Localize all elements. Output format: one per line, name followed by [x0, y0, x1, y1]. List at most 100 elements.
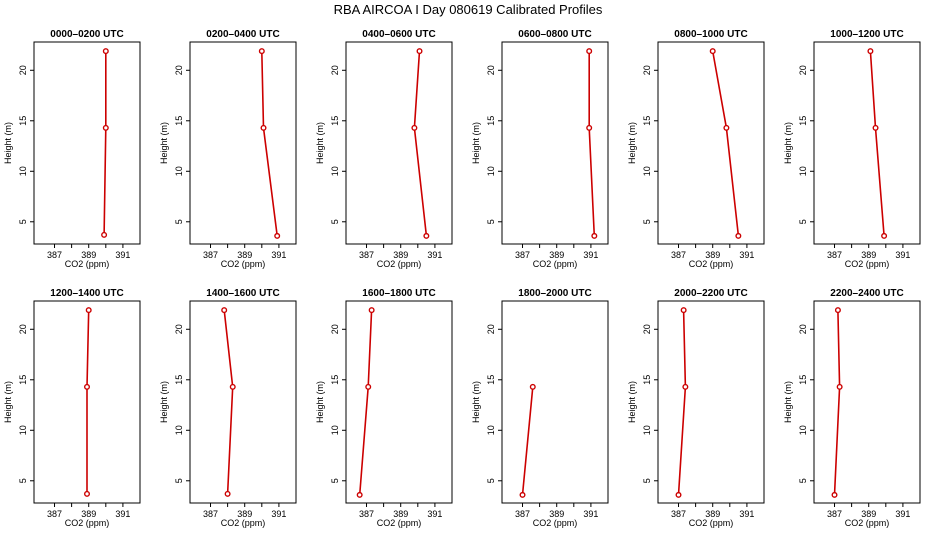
y-tick-label: 5 — [642, 219, 652, 224]
y-axis-label: Height (m) — [783, 122, 793, 164]
y-tick-label: 15 — [642, 116, 652, 126]
y-tick-label: 20 — [18, 324, 28, 334]
profile-panel: 1600–1800 UTC 387 389 391 5 10 15 20 CO2 (ppm) He… — [315, 288, 453, 528]
y-tick-label: 10 — [642, 166, 652, 176]
x-tick-label: 387 — [203, 250, 218, 260]
x-tick-label: 391 — [427, 250, 442, 260]
panel-title: 2200–2400 UTC — [830, 288, 903, 299]
x-tick-label: 391 — [271, 509, 286, 519]
y-tick-label: 10 — [330, 425, 340, 435]
y-tick-label: 10 — [18, 166, 28, 176]
data-point — [836, 383, 843, 390]
profile-panel: 2200–2400 UTC 387 389 391 5 10 15 20 CO2 (ppm) He… — [783, 288, 921, 528]
y-tick-label: 15 — [798, 375, 808, 385]
profile-line — [413, 51, 428, 236]
x-tick-label: 387 — [827, 250, 842, 260]
x-tick-label: 387 — [515, 509, 530, 519]
data-point — [423, 232, 430, 239]
x-tick-label: 391 — [583, 250, 598, 260]
data-point — [881, 232, 888, 239]
y-axis-label: Height (m) — [315, 381, 325, 423]
y-tick-label: 5 — [174, 478, 184, 483]
data-point — [529, 383, 536, 390]
data-point — [356, 491, 363, 498]
y-tick-label: 10 — [486, 425, 496, 435]
profile-line — [223, 310, 234, 494]
x-tick-label: 389 — [393, 509, 408, 519]
x-tick-label: 391 — [115, 509, 130, 519]
data-point — [591, 232, 598, 239]
data-point — [416, 48, 423, 55]
y-tick-label: 20 — [486, 324, 496, 334]
y-tick-label: 20 — [174, 65, 184, 75]
profile-line — [521, 386, 534, 495]
profile-panel: 0600–0800 UTC 387 389 391 5 10 15 20 CO2 (ppm) He… — [471, 29, 609, 269]
y-tick-label: 5 — [18, 478, 28, 483]
data-point — [586, 124, 593, 131]
x-axis-label: CO2 (ppm) — [689, 259, 734, 269]
plot-frame — [813, 300, 921, 504]
x-tick-label: 391 — [115, 250, 130, 260]
y-tick-label: 20 — [486, 65, 496, 75]
data-point — [709, 48, 716, 55]
x-tick-label: 389 — [393, 250, 408, 260]
plot-frame — [501, 300, 609, 504]
data-point — [834, 307, 841, 314]
y-tick-label: 15 — [18, 375, 28, 385]
y-tick-label: 15 — [330, 375, 340, 385]
y-tick-label: 20 — [174, 324, 184, 334]
plot-frame — [657, 300, 765, 504]
y-tick-label: 15 — [642, 375, 652, 385]
y-tick-label: 15 — [486, 375, 496, 385]
x-tick-label: 387 — [827, 509, 842, 519]
data-point — [101, 231, 108, 238]
x-axis-label: CO2 (ppm) — [845, 259, 890, 269]
x-tick-label: 389 — [705, 509, 720, 519]
plot-frame — [33, 41, 141, 245]
y-tick-label: 5 — [486, 478, 496, 483]
x-tick-label: 389 — [549, 509, 564, 519]
panel-title: 0600–0800 UTC — [518, 29, 591, 40]
data-point — [519, 491, 526, 498]
data-point — [224, 490, 231, 497]
panel-title: 1400–1600 UTC — [206, 288, 279, 299]
y-axis-label: Height (m) — [471, 122, 481, 164]
y-tick-label: 15 — [174, 375, 184, 385]
y-tick-label: 20 — [798, 65, 808, 75]
data-point — [872, 124, 879, 131]
panel-title: 0800–1000 UTC — [674, 29, 747, 40]
y-tick-label: 10 — [330, 166, 340, 176]
x-tick-label: 389 — [81, 250, 96, 260]
profile-panel: 1200–1400 UTC 387 389 391 5 10 15 20 CO2 (ppm) He… — [3, 288, 141, 528]
x-tick-label: 391 — [895, 250, 910, 260]
data-point — [83, 383, 90, 390]
x-axis-label: CO2 (ppm) — [65, 518, 110, 528]
x-axis-label: CO2 (ppm) — [377, 518, 422, 528]
y-tick-label: 10 — [798, 166, 808, 176]
plot-frame — [189, 41, 297, 245]
y-axis-label: Height (m) — [783, 381, 793, 423]
data-point — [221, 307, 228, 314]
plot-frame — [33, 300, 141, 504]
y-tick-label: 20 — [642, 324, 652, 334]
data-point — [682, 383, 689, 390]
x-tick-label: 387 — [359, 509, 374, 519]
y-tick-label: 20 — [18, 65, 28, 75]
data-point — [260, 124, 267, 131]
x-tick-label: 387 — [671, 509, 686, 519]
x-tick-label: 391 — [895, 509, 910, 519]
panel-title: 0200–0400 UTC — [206, 29, 279, 40]
x-tick-label: 391 — [427, 509, 442, 519]
y-tick-label: 15 — [330, 116, 340, 126]
profile-panel: 1800–2000 UTC 387 389 391 5 10 15 20 CO2 (ppm) He… — [471, 288, 609, 528]
x-tick-label: 387 — [515, 250, 530, 260]
x-tick-label: 389 — [81, 509, 96, 519]
x-tick-label: 387 — [47, 250, 62, 260]
y-tick-label: 5 — [330, 219, 340, 224]
profile-line — [711, 50, 740, 236]
x-tick-label: 387 — [47, 509, 62, 519]
profile-line — [677, 310, 687, 495]
panel-title: 0000–0200 UTC — [50, 29, 123, 40]
data-point — [83, 490, 90, 497]
